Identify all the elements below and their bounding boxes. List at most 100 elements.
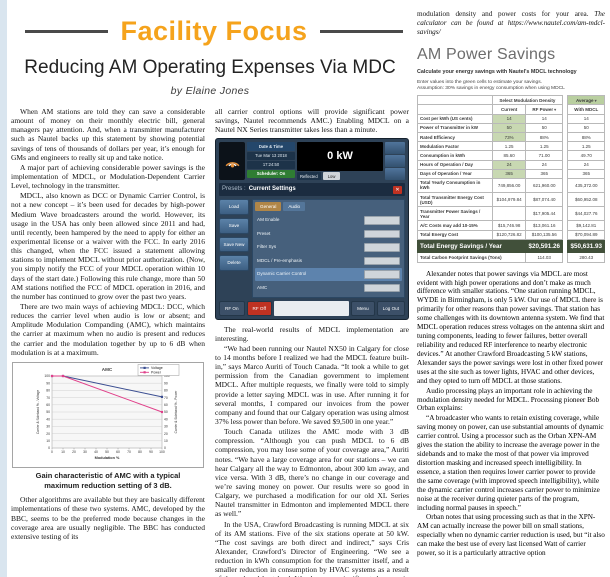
byline: by Elaine Jones	[170, 85, 250, 97]
aui-button-save-new: Save New	[219, 236, 249, 253]
svg-text:AMC: AMC	[102, 367, 113, 372]
presets-current-setting: Current Settings	[248, 186, 296, 193]
body-paragraph: A major part of achieving considerable p…	[11, 162, 205, 191]
table-value-cell: $17,905.44	[525, 206, 563, 222]
table-value-cell: 88%	[525, 131, 563, 143]
power-savings-table: Select Modulation Density Average ▾ Curren…	[416, 95, 605, 263]
table-value-cell: 24	[567, 159, 605, 170]
aui-tabs: General Audio	[255, 202, 402, 212]
aui-menu-row-field	[364, 270, 400, 279]
body-paragraph: The real-world results of MDCL implement…	[215, 324, 409, 343]
aui-status-area	[273, 301, 350, 316]
table-value-cell	[491, 206, 527, 222]
header-rule-left	[25, 30, 109, 33]
table-value-cell: $70,094.89	[567, 229, 605, 240]
column-gap	[562, 95, 568, 105]
aui-button-load: Load	[219, 199, 249, 216]
body-paragraph: “A broadcaster who wants to retain exist…	[417, 414, 604, 512]
svg-text:40: 40	[164, 417, 168, 421]
aui-settings-panel: General Audio AM Enable Preset Filter Sys M…	[252, 199, 405, 299]
column-gap	[562, 150, 568, 160]
rf-on-button: RF On	[219, 301, 245, 316]
table-row: Transmitter Power Savings / Year $17,905.…	[417, 206, 605, 222]
column-header-with-mdcl: With MDCL	[567, 104, 605, 115]
svg-text:90: 90	[164, 381, 168, 385]
aui-small-button	[385, 155, 405, 168]
aui-menu-row-label: AM Enable	[257, 217, 280, 223]
svg-text:Modulation %: Modulation %	[95, 456, 120, 460]
menu-button: Menu	[351, 301, 375, 316]
svg-text:90: 90	[149, 450, 153, 454]
svg-text:60: 60	[46, 403, 50, 407]
page-edge-strip	[0, 0, 7, 577]
svg-text:Power: Power	[151, 370, 162, 374]
table-row: Total Yearly Consumption in kWh 749,856.0…	[417, 177, 605, 194]
table-value-cell: $104,979.84	[491, 192, 527, 208]
article-title: Reducing AM Operating Expenses Via MDC	[24, 57, 396, 78]
table-value-cell: 50	[525, 122, 563, 133]
svg-text:0: 0	[48, 446, 50, 450]
table-row: Total Energy Cost $120,726.82 $100,135.56 $…	[417, 229, 605, 240]
table-value-cell: 749,856.00	[491, 177, 527, 194]
table-value-cell: 1.25	[567, 141, 605, 152]
calculator-url-text: The calculator can be found at https://w…	[417, 10, 605, 37]
table-value-cell: 1.25	[525, 141, 563, 152]
section-header: Facility Focus	[25, 16, 403, 47]
scheduler-status: Scheduler: On	[247, 169, 295, 178]
column-gap	[562, 132, 568, 142]
aui-menu-row: MDCL / Pre-emphasis	[255, 255, 402, 268]
svg-text:80: 80	[164, 388, 168, 392]
aui-menu-row-field	[364, 283, 400, 293]
aui-menu-row-field	[364, 229, 400, 239]
continuation-text: modulation density and power costs for y…	[417, 10, 595, 18]
table-row: Power of Transmitter in kW 50 50 50	[417, 122, 605, 133]
table-row: Total Transmitter Energy Cost (USD) $104,…	[417, 192, 605, 208]
row-label: Consumption in kWh	[417, 150, 493, 161]
density-dropdown: Average ▾	[567, 95, 605, 106]
density-group-header: Select Modulation Density	[491, 95, 563, 106]
aui-side-buttons: Load Save Save New Delete	[219, 199, 249, 298]
table-value-cell: 621,960.00	[525, 177, 563, 194]
svg-text:70: 70	[164, 396, 168, 400]
svg-text:40: 40	[94, 450, 98, 454]
aui-menu-row: AM Enable	[255, 214, 402, 227]
aui-menu-row-label: Dynamic Carrier Control	[257, 271, 307, 277]
table-value-cell: 50	[567, 122, 605, 133]
calculator-note-1: Enter values into the green cells to est…	[417, 80, 543, 86]
column-gap	[562, 104, 568, 115]
aui-menu-row-field	[364, 216, 400, 225]
table-value-cell: 435,372.00	[567, 177, 605, 194]
column-1: When AM stations are told they can save …	[11, 107, 205, 577]
column-2: all carrier control options will provide…	[215, 107, 409, 577]
table-value-cell: $100,135.56	[525, 229, 563, 240]
column-gap	[562, 192, 568, 207]
table-row: Modulation Factor 1.25 1.25 1.25	[417, 141, 605, 152]
aui-menu-row-field	[364, 243, 400, 252]
aui-menu-row-label: Preset	[257, 230, 271, 236]
table-row: Rated Efficiency 73% 88% 88%	[417, 131, 605, 143]
svg-text:100: 100	[159, 450, 165, 454]
body-paragraph: Orban notes that using processing such a…	[417, 513, 605, 558]
row-label: Hours of Operation / Day	[417, 159, 493, 170]
aui-body: Load Save Save New Delete General Audio AM …	[219, 199, 405, 299]
calculator-note-2: Assumption: 30% savings in energy consum…	[417, 86, 565, 92]
aui-menu-row-label: Filter Sys	[257, 244, 277, 250]
body-paragraph: There are two main ways of achieving MDC…	[11, 301, 205, 357]
svg-text:Voltage: Voltage	[151, 366, 163, 370]
carbon-footprint-row: Total Carbon Footprint Savings (Tons) 114…	[416, 252, 605, 263]
column-gap	[562, 169, 568, 179]
table-value-cell: 85.60	[491, 150, 527, 161]
table-row: Hours of Operation / Day 24 24 24	[417, 159, 605, 170]
table-value-cell: 14	[491, 113, 527, 124]
col3-paragraphs: Alexander notes that power savings via M…	[417, 270, 605, 559]
table-value-cell: 365	[525, 168, 563, 179]
table-value-cell: 49.70	[567, 150, 605, 161]
aui-small-button	[385, 168, 405, 181]
am-power-savings-heading: AM Power Savings	[417, 46, 556, 64]
svg-text:20: 20	[72, 450, 76, 454]
svg-text:Carrier & Sideband % - Voltage: Carrier & Sideband % - Voltage	[36, 389, 40, 434]
col2-paragraphs: The real-world results of MDCL implement…	[215, 325, 409, 577]
column-gap	[562, 206, 568, 221]
svg-text:10: 10	[46, 439, 50, 443]
